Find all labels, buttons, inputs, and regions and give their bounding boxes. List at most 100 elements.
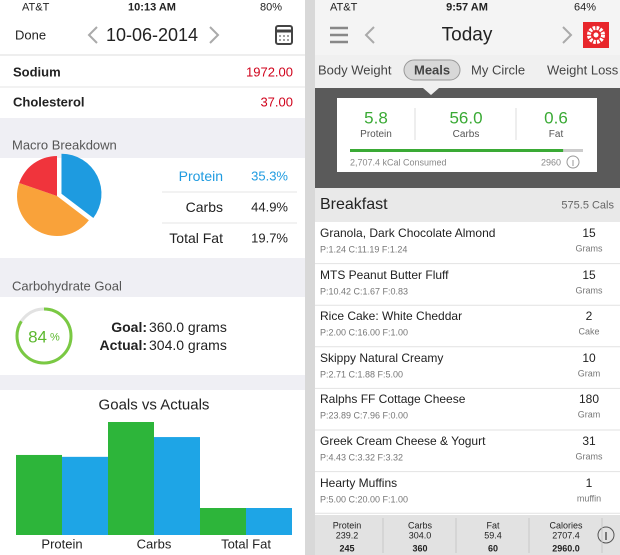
total-goal: 2960.0 — [552, 543, 580, 554]
pie-slice — [61, 153, 102, 218]
macro-value: 5.8 — [364, 108, 388, 128]
food-unit: Cake — [578, 326, 600, 337]
macro-value: 0.6 — [544, 108, 568, 128]
food-macros: P:23.89 C:7.96 F:0.00 — [320, 410, 409, 421]
time: 10:13 AM — [128, 1, 176, 14]
food-name: Hearty Muffins — [320, 475, 398, 490]
carrier: AT&T — [22, 1, 50, 14]
macro-value: 35.3% — [251, 168, 288, 184]
macro-value: 56.0 — [449, 108, 483, 128]
prev-arrow[interactable] — [87, 26, 98, 44]
total-goal: 360 — [412, 543, 428, 554]
macro-label: Protein — [360, 129, 392, 140]
nutrient-name: Cholesterol — [13, 94, 85, 110]
next-arrow[interactable] — [209, 26, 220, 44]
food-macros: P:4.43 C:3.32 F:3.32 — [320, 452, 404, 463]
bar — [108, 422, 154, 535]
section-title: Carbohydrate Goal — [12, 278, 122, 294]
food-macros: P:2.71 C:1.88 F:5.00 — [320, 369, 404, 380]
food-unit: Gram — [577, 409, 601, 420]
tab[interactable]: Body Weight — [318, 62, 392, 78]
nutrient-name: Sodium — [13, 64, 61, 80]
section-band — [0, 258, 305, 297]
bar — [246, 508, 292, 535]
food-name: Ralphs FF Cottage Cheese — [320, 392, 466, 407]
x-tick-label: Carbs — [136, 536, 172, 552]
food-unit: Grams — [575, 451, 603, 462]
meal-header — [315, 188, 620, 222]
goal-label: 2960 — [540, 157, 561, 168]
food-macros: P:2.00 C:16.00 F:1.00 — [320, 327, 409, 338]
total-actual: 239.2 — [335, 530, 359, 541]
menu-icon[interactable] — [330, 26, 348, 44]
tab[interactable]: Meals — [414, 62, 451, 78]
battery: 64% — [573, 1, 596, 14]
food-name: Skippy Natural Creamy — [320, 350, 444, 365]
screen-title: Today — [441, 24, 493, 46]
food-name: Rice Cake: White Cheddar — [320, 309, 463, 324]
consumed-label: 2,707.4 kCal Consumed — [350, 157, 447, 168]
total-actual: 2707.4 — [552, 530, 580, 541]
next-arrow[interactable] — [562, 26, 573, 44]
total-name: Calories — [549, 520, 583, 531]
battery: 80% — [259, 1, 282, 14]
macro-label: Fat — [548, 129, 564, 140]
nav-bar — [315, 0, 620, 55]
actual-value: 304.0 grams — [149, 337, 227, 353]
food-quantity: 31 — [582, 434, 596, 448]
macro-name: Protein — [178, 168, 223, 184]
food-macros: P:1.24 C:11.19 F:1.24 — [320, 244, 408, 255]
total-name: Fat — [486, 520, 500, 531]
food-unit: Grams — [575, 285, 603, 296]
food-unit: Gram — [577, 368, 601, 379]
macro-value: 44.9% — [251, 199, 288, 215]
total-actual: 304.0 — [408, 530, 432, 541]
info-icon[interactable] — [597, 526, 615, 544]
food-quantity: 15 — [582, 226, 596, 240]
selected-tab — [403, 59, 461, 81]
prev-arrow[interactable] — [364, 26, 375, 44]
tab-pointer — [423, 88, 439, 95]
macro-name: Total Fat — [169, 230, 223, 246]
meal-title: Breakfast — [320, 196, 388, 213]
actual-label: Actual: — [99, 337, 147, 353]
ring-progress — [15, 307, 73, 365]
food-name: MTS Peanut Butter Fluff — [320, 267, 449, 282]
macro-label: Carbs — [452, 129, 480, 140]
done-button[interactable]: Done — [15, 27, 47, 43]
tab[interactable]: Weight Loss — [547, 62, 619, 78]
macro-value: 19.7% — [251, 230, 288, 246]
settings-button[interactable] — [583, 22, 609, 48]
ring-percent: 84 — [28, 327, 47, 347]
total-goal: 245 — [339, 543, 355, 554]
food-quantity: 10 — [582, 350, 596, 365]
summary-card — [337, 98, 597, 172]
section-band — [0, 375, 305, 390]
time: 9:57 AM — [446, 1, 488, 14]
pie-slice — [16, 182, 89, 236]
food-quantity: 1 — [585, 475, 593, 490]
food-macros: P:10.42 C:1.67 F:0.83 — [320, 286, 409, 297]
x-tick-label: Total Fat — [221, 536, 271, 552]
date: 10-06-2014 — [105, 25, 199, 45]
total-actual: 59.4 — [484, 530, 502, 541]
total-name: Carbs — [407, 520, 433, 531]
calendar-icon[interactable] — [275, 25, 293, 45]
food-quantity: 180 — [578, 392, 600, 407]
pie-slice — [19, 156, 57, 196]
totals-bar — [315, 515, 620, 555]
info-icon[interactable] — [566, 155, 580, 169]
tab[interactable]: My Circle — [471, 62, 526, 78]
food-unit: muffin — [576, 493, 602, 504]
food-macros: P:5.00 C:20.00 F:1.00 — [320, 494, 409, 505]
progress-fill — [350, 149, 564, 152]
chart-title: Goals vs Actuals — [98, 396, 210, 414]
bar — [62, 456, 108, 535]
ring-unit: % — [50, 331, 60, 344]
macro-name: Carbs — [185, 199, 223, 215]
food-name: Greek Cream Cheese & Yogurt — [320, 434, 486, 448]
food-name: Granola, Dark Chocolate Almond — [320, 226, 496, 240]
goal-label: Goal: — [111, 319, 147, 335]
